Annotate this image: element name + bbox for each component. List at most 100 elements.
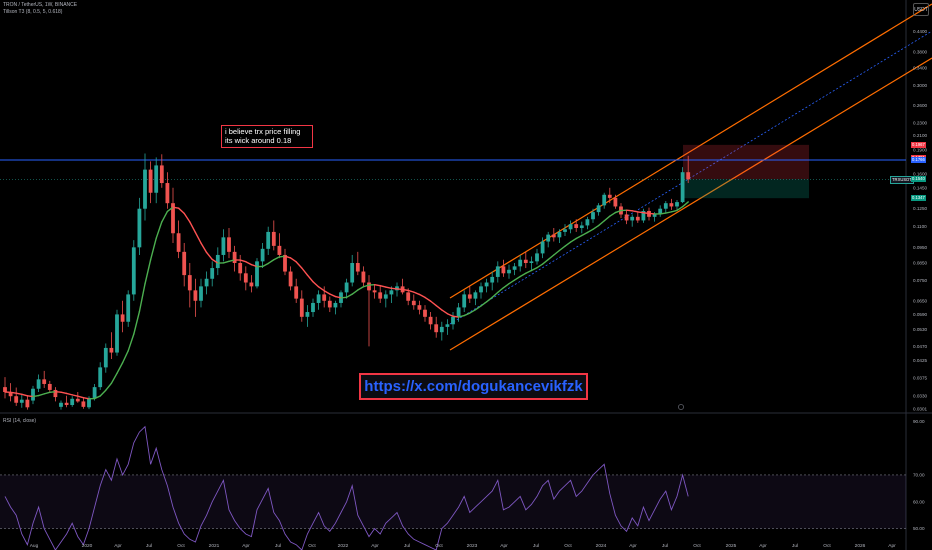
candle-body (131, 247, 136, 295)
candle-body (3, 387, 7, 393)
t3-segment (575, 234, 583, 240)
candle-body (103, 347, 108, 368)
candle-body (630, 216, 635, 221)
t3-segment (301, 267, 309, 276)
t3-segment (642, 212, 650, 215)
candle-body (367, 282, 371, 291)
t3-segment (127, 333, 135, 352)
currency-button[interactable]: USDT (913, 3, 929, 16)
candle-body (383, 294, 388, 299)
t3-segment (15, 392, 23, 395)
candle-body (53, 389, 58, 398)
candle-body (579, 225, 584, 228)
candle-body (663, 203, 668, 209)
candle-body (187, 275, 192, 291)
time-tick-label: Apr (371, 543, 379, 549)
candlestick-series (3, 153, 691, 410)
time-tick-label: 2021 (209, 543, 220, 549)
candle-body (115, 314, 119, 353)
t3-segment (278, 255, 286, 258)
t3-segment (155, 221, 163, 240)
candle-body (551, 234, 556, 238)
candle-body (406, 292, 411, 301)
candle-body (232, 251, 237, 264)
t3-segment (681, 201, 689, 208)
t3-segment (407, 289, 415, 293)
t3-segment (116, 362, 124, 375)
t3-segment (586, 228, 594, 234)
target-zone (683, 179, 809, 199)
t3-segment (569, 237, 577, 243)
t3-segment (183, 212, 191, 223)
t3-segment (446, 313, 454, 317)
indicator-title: Tillson T3 (8, 0.5, 5, 0.618) (3, 9, 63, 15)
candle-body (210, 268, 215, 279)
t3-segment (71, 394, 79, 397)
t3-segment (312, 281, 320, 288)
t3-segment (676, 205, 684, 212)
price-tick-label: 0.0650 (913, 298, 927, 303)
price-tick-label: 0.4400 (913, 29, 927, 34)
t3-segment (597, 220, 605, 227)
price-tick-label: 0.0750 (913, 278, 927, 283)
t3-segment (211, 258, 219, 264)
candle-body (283, 254, 287, 272)
candle-body (434, 324, 439, 333)
annotation-line-2: its wick around 0.18 (225, 136, 292, 145)
t3-segment (625, 209, 633, 212)
candle-body (36, 379, 41, 389)
t3-segment (390, 287, 398, 290)
t3-segment (267, 259, 275, 265)
rsi-tick-label: 60.00 (913, 499, 925, 504)
t3-segment (77, 395, 85, 399)
t3-segment (9, 391, 17, 394)
t3-segment (502, 283, 510, 289)
candle-body (423, 309, 427, 317)
candle-body (19, 399, 24, 403)
rsi-pane (0, 425, 906, 550)
symbol-title: TRON / TetherUS, 1W, BINANCE (3, 2, 78, 8)
t3-segment (648, 212, 656, 215)
candle-body (137, 208, 142, 248)
price-tick-label: 0.0375 (913, 376, 927, 381)
t3-segment (149, 237, 157, 261)
candle-body (266, 231, 271, 249)
position-tool (683, 144, 809, 199)
t3-segment (21, 393, 29, 397)
candle-body (154, 165, 159, 193)
channel-upper-line (449, 3, 932, 299)
t3-segment (441, 309, 449, 315)
time-tick-label: Apr (500, 543, 508, 549)
t3-segment (564, 241, 572, 247)
price-tick-label: 0.0590 (913, 312, 927, 317)
t3-segment (491, 291, 499, 299)
tillson-t3-line (4, 201, 689, 400)
candle-body (501, 266, 506, 274)
t3-segment (65, 392, 73, 396)
candle-body (473, 292, 478, 299)
candle-body (288, 271, 293, 287)
candle-body (126, 294, 131, 322)
t3-segment (261, 262, 269, 268)
price-tick-label: 0.0330 (913, 394, 927, 399)
candle-body (311, 302, 315, 313)
candle-body (221, 237, 226, 255)
candle-body (14, 396, 19, 403)
annotation-box[interactable]: i believe trx price filling its wick aro… (221, 125, 313, 148)
candle-body (361, 271, 366, 283)
time-axis: Aug 2020 Apr Jul Oct 2021 Apr Jul Oct 2022 Apr Jul O… (30, 404, 896, 549)
social-link[interactable]: https://x.com/dogukancevikfzk (359, 373, 588, 400)
time-tick-label: 2020 (82, 543, 93, 549)
t3-segment (121, 350, 129, 364)
candle-body (159, 165, 164, 184)
t3-segment (177, 207, 185, 215)
candle-body (47, 383, 52, 390)
t3-segment (385, 286, 393, 290)
t3-segment (463, 312, 471, 317)
time-tick-label: Jul (275, 543, 281, 549)
candle-body (98, 367, 103, 388)
candle-body (563, 229, 567, 232)
time-tick-label: Jul (146, 543, 152, 549)
